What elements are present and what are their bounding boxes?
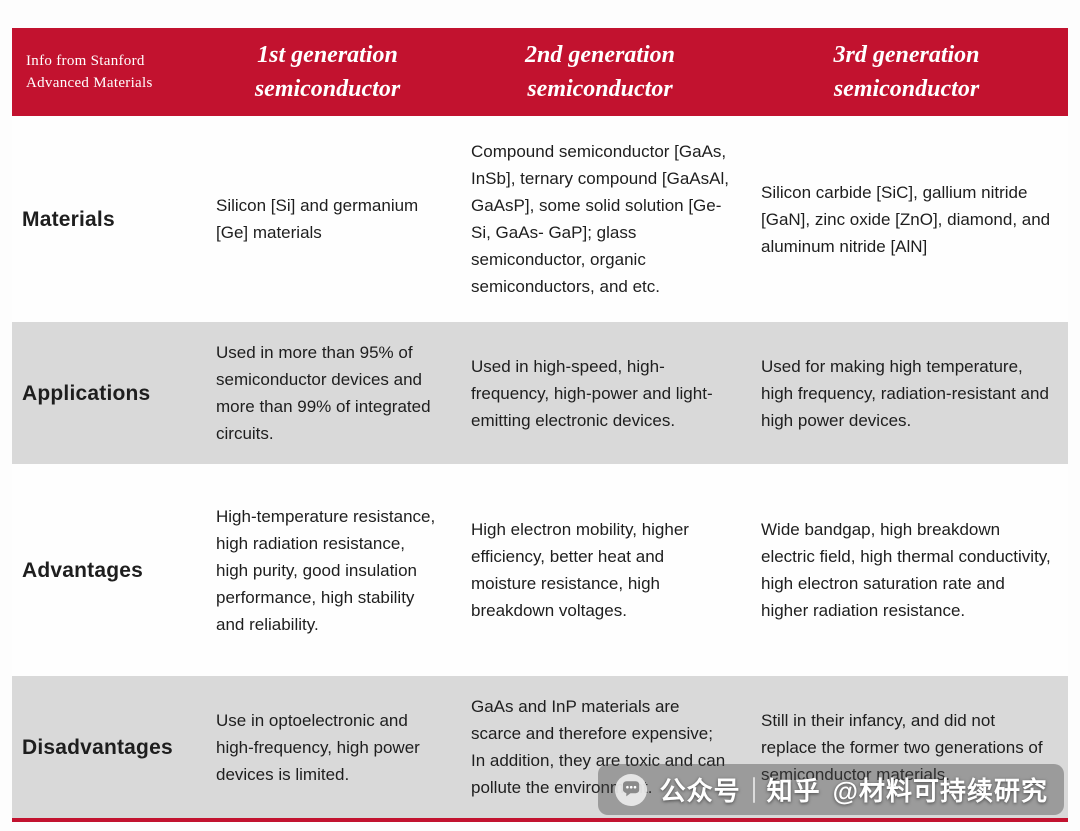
advantages-gen1-cell: High-temperature resistance, high radiat… <box>216 506 436 634</box>
table-row-advantages: Advantages High-temperature resistance, … <box>12 464 1068 676</box>
header-col-gen2: 2nd generation semiconductor <box>524 42 676 102</box>
row-label-materials: Materials <box>22 207 115 231</box>
watermark-divider <box>752 776 755 803</box>
disadvantages-gen1-cell: Use in optoelectronic and high-frequency… <box>216 710 420 784</box>
advantages-gen3-cell: Wide bandgap, high breakdown electric fi… <box>761 520 1051 620</box>
applications-gen3-cell: Used for making high temperature, high f… <box>761 356 1049 430</box>
materials-gen2-cell: Compound semiconductor [GaAs, InSb], ter… <box>471 142 729 296</box>
advantages-gen2-cell: High electron mobility, higher efficienc… <box>471 520 689 620</box>
table-bottom-accent-bar <box>12 818 1068 822</box>
table-row-disadvantages: Disadvantages Use in optoelectronic and … <box>12 676 1068 818</box>
row-label-disadvantages: Disadvantages <box>22 735 173 759</box>
applications-gen1-cell: Used in more than 95% of semiconductor d… <box>216 343 431 443</box>
table-row-applications: Applications Used in more than 95% of se… <box>12 322 1068 464</box>
header-col-gen3: 3rd generation semiconductor <box>833 42 980 102</box>
materials-gen3-cell: Silicon carbide [SiC], gallium nitride [… <box>761 182 1051 256</box>
disadvantages-gen3-cell: Still in their infancy, and did not repl… <box>761 710 1043 784</box>
watermark-zhihu-label: 知乎 <box>766 776 821 806</box>
table-header-row: Info from Stanford Advanced Materials 1s… <box>12 28 1068 116</box>
watermark-badge: 公众号 知乎 @材料可持续研究 <box>597 764 1064 815</box>
row-label-applications: Applications <box>22 381 151 405</box>
wechat-chat-icon <box>614 773 647 806</box>
table-row-materials: Materials Silicon [Si] and germanium [Ge… <box>12 116 1068 322</box>
materials-gen1-cell: Silicon [Si] and germanium [Ge] material… <box>216 196 419 242</box>
header-col-gen1: 1st generation semiconductor <box>254 42 401 102</box>
watermark-wechat-label: 公众号 <box>659 776 741 806</box>
disadvantages-gen2-cell: GaAs and InP materials are scarce and th… <box>471 697 726 797</box>
row-label-advantages: Advantages <box>22 558 144 582</box>
applications-gen2-cell: Used in high-speed, high-frequency, high… <box>471 356 713 430</box>
semiconductor-comparison-table: Info from Stanford Advanced Materials 1s… <box>12 28 1068 822</box>
source-note: Info from Stanford Advanced Materials <box>26 53 153 91</box>
watermark-account-name: @材料可持续研究 <box>832 776 1048 806</box>
